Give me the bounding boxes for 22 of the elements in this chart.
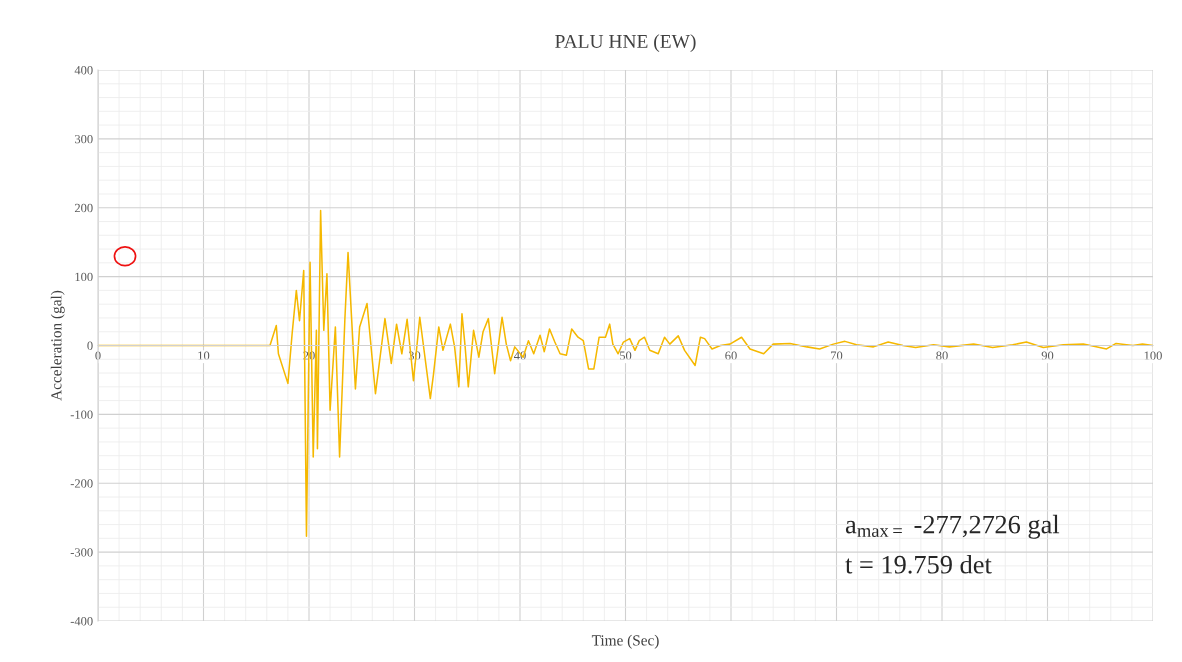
- y-tick-label: 300: [74, 134, 93, 144]
- y-tick-label: -100: [70, 410, 93, 419]
- y-axis-title: Acceleration (gal): [50, 290, 65, 401]
- y-tick-label: 200: [74, 203, 93, 213]
- x-axis-title: Time (Sec): [591, 634, 659, 649]
- chart-title: PALU HNE (EW): [555, 34, 696, 52]
- annotation: a$_{max=}$ -277,2726 gal: [845, 514, 1060, 539]
- annotation: t = 19.759 det: [845, 555, 992, 574]
- x-tick-label: 80: [936, 351, 948, 360]
- y-tick-label: -300: [70, 548, 93, 557]
- y-tick-label: -200: [70, 479, 93, 488]
- x-tick-label: 60: [725, 351, 737, 360]
- x-tick-label: 0: [95, 351, 101, 360]
- x-tick-label: 90: [1041, 351, 1054, 360]
- x-tick-label: 70: [831, 351, 843, 360]
- x-tick-label: 10: [198, 351, 210, 360]
- x-tick-label: 50: [619, 351, 632, 360]
- y-tick-label: 100: [75, 272, 93, 282]
- y-tick-label: 0: [87, 341, 93, 350]
- x-tick-label: 100: [1144, 351, 1162, 360]
- y-tick-label: 400: [74, 66, 93, 75]
- y-tick-label: -400: [70, 617, 93, 626]
